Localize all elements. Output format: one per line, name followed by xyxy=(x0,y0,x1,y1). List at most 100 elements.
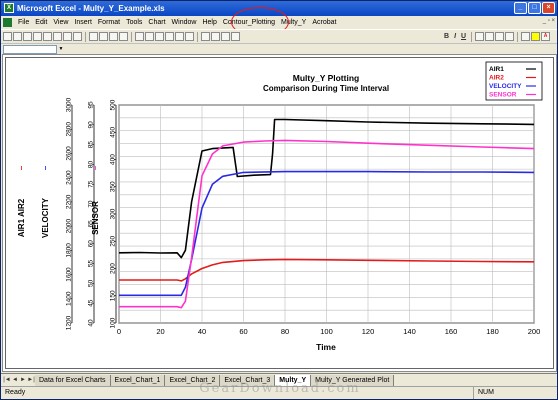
paste-icon[interactable] xyxy=(109,32,118,41)
y-tick-label: 55 xyxy=(88,260,95,268)
spelling-icon[interactable] xyxy=(73,32,82,41)
print-icon[interactable] xyxy=(53,32,62,41)
prev-sheet-icon[interactable]: ◄ xyxy=(12,377,18,383)
help-icon[interactable] xyxy=(231,32,240,41)
menu-multy-y[interactable]: Multy_Y xyxy=(281,19,307,26)
y-tick-label: 50 xyxy=(88,279,95,287)
menu-file[interactable]: File xyxy=(18,19,30,26)
y-tick-label: 250 xyxy=(110,235,117,246)
menu-format[interactable]: Format xyxy=(97,19,121,26)
menu-insert[interactable]: Insert xyxy=(74,19,92,26)
y-tick-label: 80 xyxy=(88,160,95,168)
chart-area[interactable]: 0 20 40 60 80 100 120 140 160 180 200 Multy_Y Plott… xyxy=(5,57,554,369)
menu-acrobat[interactable]: Acrobat xyxy=(312,19,337,26)
toolbar-separator xyxy=(471,31,473,42)
y-axis-marker: – xyxy=(41,165,50,170)
tab-excel-chart-3[interactable]: Excel_Chart_3 xyxy=(220,374,276,386)
menu-edit[interactable]: Edit xyxy=(35,19,48,26)
font-color-icon[interactable]: A xyxy=(541,32,551,41)
y-tick-label: 85 xyxy=(88,141,95,149)
drawing-icon[interactable] xyxy=(211,32,220,41)
maximize-button[interactable]: □ xyxy=(528,2,541,14)
chart-wizard-icon[interactable] xyxy=(201,32,210,41)
series-line-velocity xyxy=(119,170,535,297)
x-tick-label: 0 xyxy=(117,327,121,336)
italic-button[interactable]: I xyxy=(454,33,457,40)
undo-icon[interactable] xyxy=(135,32,144,41)
title-bar: X Microsoft Excel - Multy_Y_Example.xls … xyxy=(1,1,557,16)
hyperlink-icon[interactable] xyxy=(155,32,164,41)
underline-button[interactable]: U xyxy=(461,33,467,40)
cut-icon[interactable] xyxy=(89,32,98,41)
workbook-controls[interactable]: _ ▫ × xyxy=(542,18,555,24)
legend-box xyxy=(485,61,543,101)
permission-icon[interactable] xyxy=(33,32,42,41)
y-tick-label: 350 xyxy=(110,181,117,192)
x-tick-label: 80 xyxy=(281,327,289,336)
menu-tools[interactable]: Tools xyxy=(126,19,143,26)
y-tick-label: 95 xyxy=(88,101,95,109)
first-sheet-icon[interactable]: |◄ xyxy=(3,377,11,383)
fill-color-icon[interactable] xyxy=(531,32,541,41)
x-tick-label: 120 xyxy=(362,327,375,336)
y-tick-label: 1200 xyxy=(66,315,73,330)
open-icon[interactable] xyxy=(13,32,22,41)
menu-chart[interactable]: Chart xyxy=(148,19,166,26)
y-tick-label: 100 xyxy=(110,317,117,328)
bold-button[interactable]: B xyxy=(444,33,450,40)
y-tick-label: 70 xyxy=(88,200,95,208)
chevron-down-icon[interactable]: ▼ xyxy=(58,46,64,52)
tab-excel-chart-2[interactable]: Excel_Chart_2 xyxy=(165,374,221,386)
y-axis-title: AIR1 AIR2 xyxy=(17,198,26,237)
tab-multy-y-generated-plot[interactable]: Multy_Y Generated Plot xyxy=(311,374,395,386)
legend-entry: AIR2 xyxy=(489,75,504,82)
y-tick-label: 1600 xyxy=(66,267,73,282)
align-center-icon[interactable] xyxy=(485,32,495,41)
y-axis-marker: – xyxy=(91,165,100,170)
email-icon[interactable] xyxy=(43,32,52,41)
new-icon[interactable] xyxy=(3,32,12,41)
merge-center-icon[interactable] xyxy=(505,32,515,41)
menu-view[interactable]: View xyxy=(53,19,69,26)
watermark: GearDownload.com xyxy=(199,381,361,396)
x-tick-label: 60 xyxy=(239,327,247,336)
align-right-icon[interactable] xyxy=(495,32,505,41)
workbook-icon[interactable] xyxy=(3,18,12,27)
next-sheet-icon[interactable]: ► xyxy=(20,377,26,383)
close-button[interactable]: × xyxy=(542,2,555,14)
legend-entry: SENSOR xyxy=(489,92,517,99)
tab-excel-chart-1[interactable]: Excel_Chart_1 xyxy=(110,374,166,386)
align-left-icon[interactable] xyxy=(475,32,485,41)
minimize-button[interactable]: _ xyxy=(514,2,527,14)
sort-asc-icon[interactable] xyxy=(175,32,184,41)
y-tick-label: 75 xyxy=(87,180,94,188)
autosum-icon[interactable] xyxy=(165,32,174,41)
menu-window[interactable]: Window xyxy=(171,19,197,26)
zoom-icon[interactable] xyxy=(221,32,230,41)
copy-icon[interactable] xyxy=(99,32,108,41)
x-tick-label: 20 xyxy=(156,327,164,336)
chart-svg[interactable]: 0 20 40 60 80 100 120 140 160 180 200 Multy_Y Plott… xyxy=(6,58,555,370)
save-icon[interactable] xyxy=(23,32,32,41)
print-preview-icon[interactable] xyxy=(63,32,72,41)
y-tick-label: 1400 xyxy=(66,291,73,306)
formula-bar: ▼ xyxy=(1,43,557,54)
menu-help[interactable]: Help xyxy=(202,19,217,26)
name-box[interactable] xyxy=(3,45,57,54)
last-sheet-icon[interactable]: ►| xyxy=(27,377,35,383)
borders-icon[interactable] xyxy=(521,32,531,41)
toolbar-separator xyxy=(131,31,132,42)
format-painter-icon[interactable] xyxy=(119,32,128,41)
redo-icon[interactable] xyxy=(145,32,154,41)
status-bar: Ready NUM xyxy=(1,386,557,399)
tab-data-for-excel-charts[interactable]: Data for Excel Charts xyxy=(35,374,111,386)
y-tick-label: 90 xyxy=(88,121,95,129)
num-lock-indicator: NUM xyxy=(473,387,509,399)
tab-multy-y[interactable]: Multy_Y xyxy=(275,374,312,386)
toolbar-separator xyxy=(517,31,519,42)
y-tick-label: 2200 xyxy=(66,194,73,209)
x-tick-label: 160 xyxy=(445,327,458,336)
legend-entry: VELOCITY xyxy=(489,83,522,90)
legend-entry: AIR1 xyxy=(489,66,504,73)
sort-desc-icon[interactable] xyxy=(185,32,194,41)
